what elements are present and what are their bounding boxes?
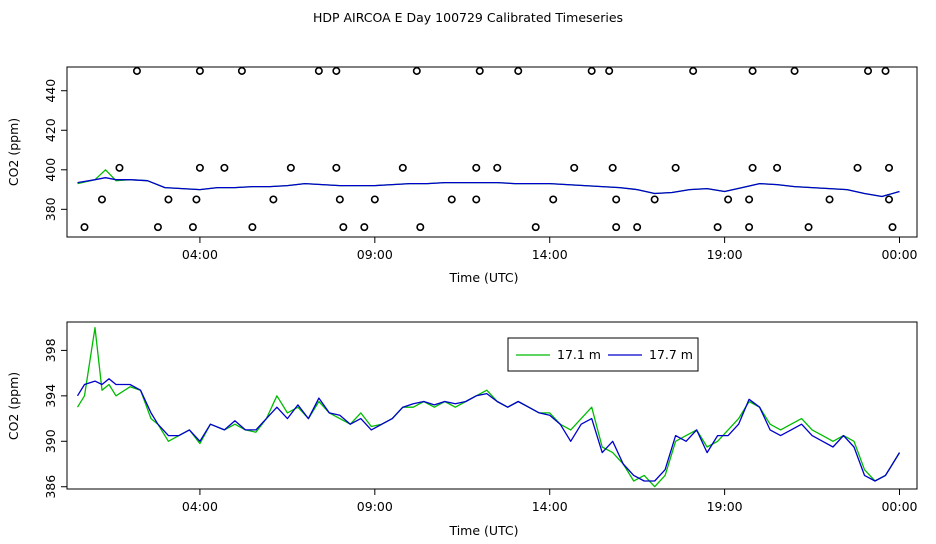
status-marker: [748, 163, 757, 172]
status-marker: [804, 223, 813, 232]
status-marker: [612, 223, 621, 232]
status-marker: [633, 223, 642, 232]
bottom-y-tick-label: 386: [43, 475, 58, 499]
status-marker: [335, 195, 344, 204]
top-y-tick-label: 380: [43, 197, 58, 221]
top-x-tick-label: 09:00: [357, 247, 393, 262]
status-marker: [332, 66, 341, 75]
status-marker: [885, 195, 894, 204]
bottom-x-tick-label: 04:00: [182, 499, 218, 514]
status-marker: [370, 195, 379, 204]
top-axes-group: 04:00 09:00 14:00 19:00 00:00 380 400 420 440: [43, 79, 918, 262]
status-marker: [493, 163, 502, 172]
bottom-x-tick-label: 09:00: [357, 499, 393, 514]
status-marker: [531, 223, 540, 232]
status-marker: [398, 163, 407, 172]
bottom-y-axis-label: CO2 (ppm): [6, 372, 21, 440]
status-marker: [570, 163, 579, 172]
bottom-series-line-1: [76, 327, 901, 488]
status-marker: [475, 66, 484, 75]
status-marker: [745, 195, 754, 204]
top-y-tick-label: 400: [43, 158, 58, 182]
status-marker: [745, 223, 754, 232]
status-marker: [724, 195, 733, 204]
status-marker: [472, 163, 481, 172]
top-series-line-2: [77, 177, 900, 198]
status-marker: [248, 223, 257, 232]
status-marker: [773, 163, 782, 172]
status-marker: [888, 223, 897, 232]
status-marker: [514, 66, 523, 75]
top-x-tick-label: 00:00: [881, 247, 917, 262]
bottom-x-tick-label: 19:00: [707, 499, 743, 514]
status-marker: [332, 163, 341, 172]
bottom-plot-frame: [66, 321, 918, 490]
status-marker: [864, 66, 873, 75]
status-marker: [195, 163, 204, 172]
status-marker: [412, 66, 421, 75]
top-x-tick-label: 04:00: [182, 247, 218, 262]
status-marker: [825, 195, 834, 204]
top-x-tick-label: 14:00: [532, 247, 568, 262]
status-marker: [612, 195, 621, 204]
top-x-axis-label: Time (UTC): [448, 270, 518, 285]
status-marker: [132, 66, 141, 75]
bottom-x-tick-label: 00:00: [881, 499, 917, 514]
legend-label-17-1m: 17.1 m: [557, 347, 601, 362]
status-marker: [269, 195, 278, 204]
status-marker: [650, 195, 659, 204]
status-marker: [286, 163, 295, 172]
status-marker: [220, 163, 229, 172]
top-plot-frame: [66, 66, 918, 238]
bottom-series-line-2: [76, 378, 901, 482]
status-marker: [195, 66, 204, 75]
status-marker: [853, 163, 862, 172]
status-marker: [447, 195, 456, 204]
top-x-tick-label: 19:00: [707, 247, 743, 262]
top-y-axis-label: CO2 (ppm): [6, 118, 21, 186]
top-y-tick-label: 440: [43, 79, 58, 103]
status-marker: [881, 66, 890, 75]
bottom-y-tick-label: 394: [43, 384, 58, 408]
top-marker-group: [80, 66, 897, 232]
status-marker: [115, 163, 124, 172]
status-marker: [748, 66, 757, 75]
status-marker: [587, 66, 596, 75]
status-marker: [237, 66, 246, 75]
top-series-group: [77, 169, 900, 198]
status-marker: [605, 66, 614, 75]
status-marker: [416, 223, 425, 232]
status-marker: [671, 163, 680, 172]
status-marker: [188, 223, 197, 232]
status-marker: [689, 66, 698, 75]
status-marker: [608, 163, 617, 172]
status-marker: [192, 195, 201, 204]
bottom-x-tick-label: 14:00: [532, 499, 568, 514]
legend-label-17-7m: 17.7 m: [649, 347, 693, 362]
bottom-y-tick-label: 398: [43, 338, 58, 362]
top-panel: 04:00 09:00 14:00 19:00 00:00 380 400 420 440 Ti…: [6, 66, 918, 285]
status-marker: [790, 66, 799, 75]
bottom-x-axis-label: Time (UTC): [448, 523, 518, 538]
top-y-tick-label: 420: [43, 118, 58, 142]
status-marker: [360, 223, 369, 232]
status-marker: [549, 195, 558, 204]
legend: 17.1 m 17.7 m: [507, 337, 699, 372]
bottom-series-group: [76, 327, 901, 488]
status-marker: [97, 195, 106, 204]
status-marker: [885, 163, 894, 172]
status-marker: [339, 223, 348, 232]
status-marker: [80, 223, 89, 232]
bottom-y-tick-label: 390: [43, 429, 58, 453]
status-marker: [314, 66, 323, 75]
bottom-axes-group: 04:00 09:00 14:00 19:00 00:00 386 390 394 398: [43, 338, 918, 514]
chart-title: HDP AIRCOA E Day 100729 Calibrated Times…: [313, 10, 623, 25]
status-marker: [713, 223, 722, 232]
status-marker: [472, 195, 481, 204]
status-marker: [164, 195, 173, 204]
status-marker: [153, 223, 162, 232]
bottom-panel: 04:00 09:00 14:00 19:00 00:00 386 390 394 398 Ti…: [6, 321, 918, 538]
